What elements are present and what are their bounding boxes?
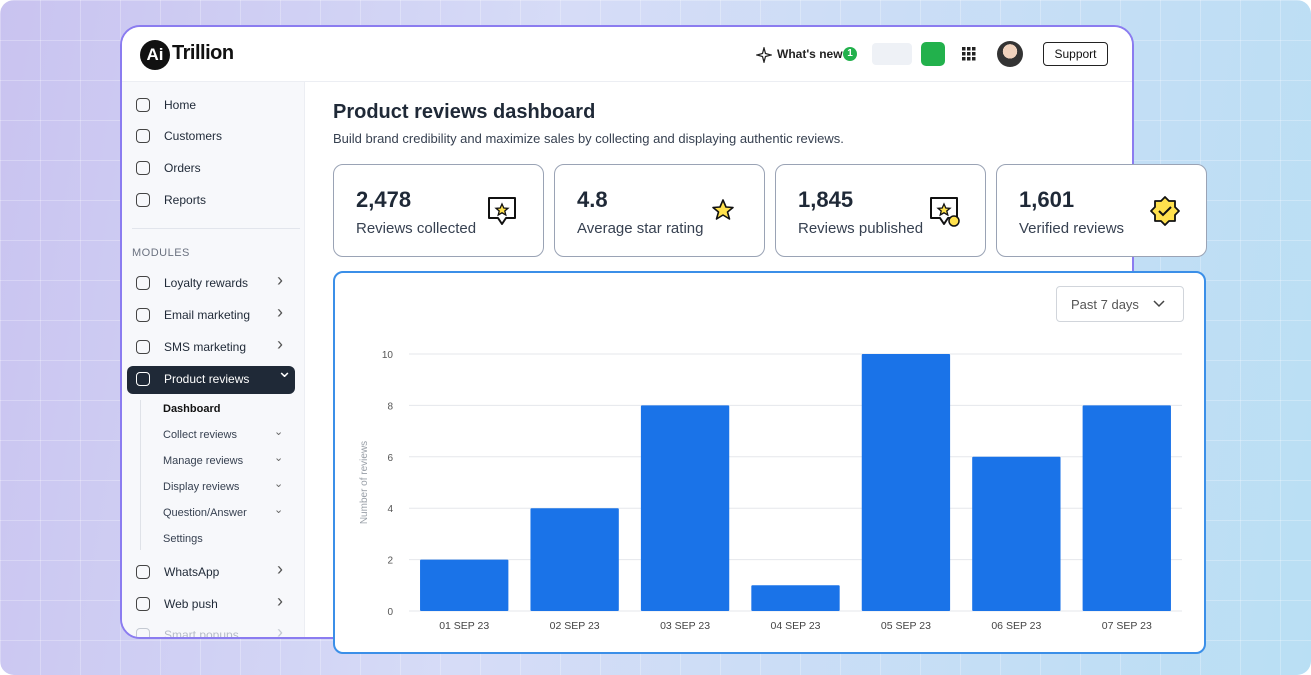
nav-item[interactable]: Smart popups [136, 625, 239, 637]
nav-icon [136, 340, 150, 354]
nav-chevron[interactable]: › [277, 622, 283, 639]
chart-card: Past 7 days 0 2 4 6 8 10 Number of reviews 01 S… [333, 271, 1206, 654]
sub-item[interactable]: Dashboard [163, 403, 221, 415]
nav-item[interactable]: Web push [136, 594, 218, 614]
x-tick-label: 04 SEP 23 [770, 620, 820, 632]
nav-chevron[interactable]: › [277, 302, 283, 322]
sub-chevron[interactable]: ⌄ [274, 478, 284, 490]
x-tick-label: 05 SEP 23 [881, 620, 931, 632]
x-tick-label: 06 SEP 23 [991, 620, 1041, 632]
bar [861, 354, 951, 611]
stat-icon [712, 199, 734, 220]
page-title: Product reviews dashboard [333, 101, 596, 123]
stat-value: 2,478 [356, 187, 412, 212]
nav-icon [136, 129, 150, 143]
bar [640, 405, 730, 611]
sidebar: Home Customers Orders Reports MODULES Loyalty… [122, 82, 305, 639]
stat-value: 1,845 [798, 187, 854, 212]
y-axis-label: Number of reviews [359, 441, 370, 524]
bar-chart: 0 2 4 6 8 10 Number of reviews 01 SEP 23 02 SEP … [359, 350, 1182, 632]
help-button[interactable] [921, 42, 945, 66]
nav-chevron[interactable]: › [277, 591, 283, 611]
stat-card: 1,845 Reviews published [775, 164, 986, 257]
stat-icon [488, 197, 516, 225]
sub-item[interactable]: Collect reviews [163, 429, 237, 441]
stat-label: Reviews published [798, 220, 924, 237]
y-tick-label: 4 [387, 504, 393, 515]
sub-chevron[interactable]: ⌄ [274, 426, 284, 438]
nav-icon [136, 372, 150, 386]
nav-item[interactable]: WhatsApp [136, 562, 219, 582]
y-tick-label: 0 [387, 607, 393, 618]
sub-item[interactable]: Manage reviews [163, 455, 244, 467]
section-label: MODULES [132, 247, 190, 259]
nav-item[interactable]: Customers [136, 126, 222, 146]
y-tick-label: 2 [387, 556, 393, 567]
nav-icon [136, 628, 150, 637]
x-tick-label: 01 SEP 23 [439, 620, 489, 632]
stat-icon [1150, 196, 1180, 226]
active-pill [127, 366, 295, 394]
support-button[interactable]: Support [1043, 42, 1108, 66]
x-tick-label: 03 SEP 23 [660, 620, 710, 632]
top-bar: Ai Trillion What's new 1 Support [122, 27, 1132, 82]
nav-item[interactable]: Home [136, 95, 196, 115]
sub-line [140, 400, 141, 550]
nav-item[interactable]: Orders [136, 158, 201, 178]
nav-icon [136, 276, 150, 290]
stat-value: 1,601 [1019, 187, 1075, 212]
stat-label: Average star rating [577, 220, 704, 237]
stat-icon [930, 197, 960, 227]
y-tick-label: 8 [387, 401, 393, 412]
nav-chevron[interactable]: › [277, 559, 283, 579]
sub-chevron[interactable]: ⌄ [274, 504, 284, 516]
x-tick-label: 07 SEP 23 [1102, 620, 1152, 632]
nav-icon [136, 308, 150, 322]
nav-chevron[interactable]: › [277, 270, 283, 290]
nav-icon [136, 193, 150, 207]
nav-chevron[interactable]: ⌄ [277, 361, 293, 381]
nav-icon [136, 597, 150, 611]
bar [420, 559, 509, 611]
bar [751, 585, 840, 611]
sparkle-icon [756, 47, 772, 63]
y-tick-label: 10 [382, 350, 394, 361]
sub-item[interactable]: Question/Answer [163, 507, 247, 519]
stat-card: 1,601 Verified reviews [996, 164, 1207, 257]
nav-item[interactable]: Loyalty rewards [136, 273, 248, 293]
stat-label: Verified reviews [1019, 220, 1125, 237]
nav-chevron[interactable]: › [277, 334, 283, 354]
language-button[interactable] [872, 43, 912, 65]
whats-new-badge: 1 [843, 47, 857, 61]
sub-chevron[interactable]: ⌄ [274, 452, 284, 464]
bar [1082, 405, 1171, 611]
whats-new[interactable]: What's new [777, 47, 843, 61]
nav-item[interactable]: Reports [136, 190, 206, 210]
sub-item[interactable]: Settings [163, 533, 203, 545]
nav-icon [136, 565, 150, 579]
stat-value: 4.8 [577, 187, 608, 212]
page-subtitle: Build brand credibility and maximize sal… [333, 131, 844, 146]
y-tick-label: 6 [387, 453, 393, 464]
stat-label: Reviews collected [356, 220, 477, 237]
bar [972, 456, 1061, 611]
range-dropdown[interactable]: Past 7 days [1056, 286, 1184, 322]
x-tick-label: 02 SEP 23 [550, 620, 600, 632]
stat-card: 4.8 Average star rating [554, 164, 765, 257]
nav-icon [136, 98, 150, 112]
nav-item[interactable]: SMS marketing [136, 337, 246, 357]
bar [530, 508, 619, 611]
sub-item[interactable]: Display reviews [163, 481, 240, 493]
nav-item[interactable]: Product reviews [136, 369, 249, 389]
stat-card: 2,478 Reviews collected [333, 164, 544, 257]
nav-item[interactable]: Email marketing [136, 305, 250, 325]
logo-mark[interactable]: Ai [140, 40, 170, 70]
range-label: Past 7 days [1071, 297, 1139, 312]
logo-text: Trillion [172, 42, 234, 64]
divider [132, 228, 300, 229]
nav-icon [136, 161, 150, 175]
avatar[interactable] [997, 41, 1023, 67]
apps-icon[interactable] [962, 47, 976, 61]
dropdown-chevron [1153, 300, 1165, 308]
